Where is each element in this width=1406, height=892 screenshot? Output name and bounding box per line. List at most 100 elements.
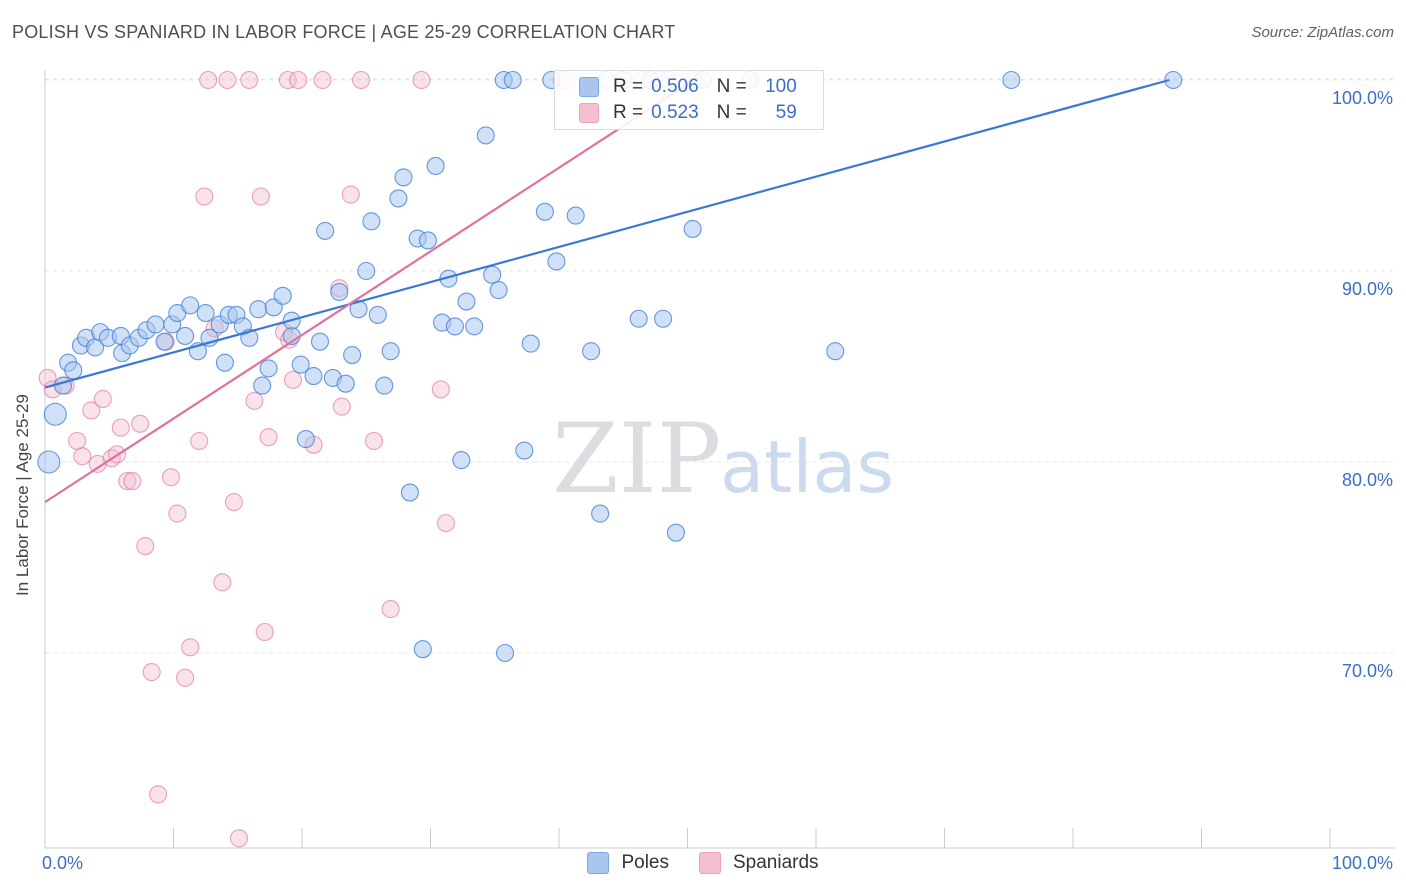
spaniards-point xyxy=(224,493,243,512)
spaniards-point xyxy=(68,431,87,451)
x-tick-label-max: 100.0% xyxy=(1332,853,1393,873)
y-tick-label: 70.0% xyxy=(1342,661,1393,681)
spaniards-point xyxy=(352,70,371,90)
poles-point xyxy=(547,252,566,271)
legend-item-poles[interactable]: Poles xyxy=(587,852,669,874)
poles-point xyxy=(400,483,419,502)
poles-point xyxy=(273,286,292,305)
poles-point xyxy=(146,315,165,334)
poles-point xyxy=(215,353,234,372)
spaniards-point xyxy=(341,185,360,204)
poles-swatch xyxy=(579,77,599,97)
poles-point xyxy=(389,189,408,208)
poles-point xyxy=(253,376,272,395)
poles-legend-swatch xyxy=(587,852,610,874)
spaniards-point xyxy=(381,600,400,619)
spaniards-point xyxy=(142,663,161,682)
tick-labels: 70.0% 80.0% 90.0% 100.0% 0.0% 100.0% xyxy=(42,88,1393,873)
poles-point xyxy=(418,231,437,250)
spaniards-point xyxy=(149,785,168,804)
poles-point xyxy=(445,317,464,336)
poles-point xyxy=(381,342,400,361)
poles-point xyxy=(368,305,387,324)
y-tick-label: 80.0% xyxy=(1342,470,1393,490)
spaniards-point xyxy=(111,418,130,437)
poles-point xyxy=(503,70,522,90)
poles-point xyxy=(629,309,648,328)
spaniards-point xyxy=(229,829,249,848)
spaniards-point xyxy=(168,504,187,523)
spaniards-point xyxy=(283,370,303,389)
poles-point xyxy=(666,523,685,542)
watermark-atlas: atlas xyxy=(720,425,894,509)
spaniards-r-value: 0.523 xyxy=(651,102,699,123)
poles-point xyxy=(394,168,413,187)
axes xyxy=(44,70,1395,849)
poles-point xyxy=(43,402,67,426)
poles-point xyxy=(259,359,278,378)
spaniards-point xyxy=(364,431,384,451)
poles-point xyxy=(426,156,445,175)
stats-legend: R = 0.506 N = 100 R = 0.523 N = 59 xyxy=(554,70,824,130)
poles-point xyxy=(465,317,484,336)
poles-point xyxy=(495,643,515,663)
spaniards-point xyxy=(436,514,455,533)
poles-point xyxy=(176,326,195,345)
poles-point xyxy=(489,281,508,300)
poles-point xyxy=(304,366,323,386)
poles-point xyxy=(330,282,349,302)
poles-point xyxy=(457,292,476,311)
spaniards-legend-label: Spaniards xyxy=(732,852,819,873)
poles-point xyxy=(310,332,330,351)
poles-point xyxy=(196,303,215,323)
poles-point xyxy=(476,126,495,145)
spaniards-point xyxy=(259,428,278,447)
legend-row-spaniards: R = 0.523 N = 59 xyxy=(579,101,797,125)
spaniards-point xyxy=(278,70,297,90)
legend-item-spaniards[interactable]: Spaniards xyxy=(698,852,819,874)
poles-point xyxy=(683,219,702,239)
poles-point xyxy=(1164,70,1183,90)
poles-point xyxy=(535,202,554,221)
spaniards-point xyxy=(218,70,237,90)
poles-point xyxy=(336,374,355,393)
poles-trend-line xyxy=(44,78,1170,389)
spaniards-point xyxy=(240,70,259,90)
poles-point xyxy=(37,450,61,474)
poles-point xyxy=(357,261,376,281)
spaniards-point xyxy=(161,468,180,487)
poles-point xyxy=(566,206,585,225)
spaniards-legend-swatch xyxy=(698,852,721,874)
spaniards-trend-line xyxy=(44,79,695,504)
spaniards-point xyxy=(199,70,218,90)
poles-point xyxy=(375,376,394,395)
spaniards-point xyxy=(123,472,142,491)
poles-point xyxy=(53,376,73,395)
poles-points xyxy=(37,70,1183,663)
spaniards-point xyxy=(176,668,195,687)
spaniards-swatch xyxy=(579,103,599,123)
poles-point xyxy=(483,265,502,284)
r-label: R = xyxy=(613,102,644,123)
poles-point xyxy=(826,342,845,361)
poles-point xyxy=(362,212,381,231)
y-axis-label: In Labor Force | Age 25-29 xyxy=(13,394,32,596)
poles-point xyxy=(296,430,315,449)
poles-point xyxy=(1002,70,1021,90)
r-label: R = xyxy=(613,76,644,97)
poles-point xyxy=(582,342,601,361)
y-tick-label: 90.0% xyxy=(1342,279,1393,299)
spaniards-point xyxy=(93,389,112,409)
y-tick-label: 100.0% xyxy=(1332,88,1393,108)
spaniards-point xyxy=(213,573,232,592)
poles-legend-label: Poles xyxy=(621,852,669,873)
poles-point xyxy=(591,504,610,523)
spaniards-point xyxy=(73,447,92,466)
spaniards-point xyxy=(195,187,214,206)
spaniards-point xyxy=(131,414,150,433)
series-legend: Poles Spaniards xyxy=(0,852,1406,874)
chart-title: POLISH VS SPANIARD IN LABOR FORCE | AGE … xyxy=(12,22,676,42)
n-label: N = xyxy=(716,76,747,97)
grid-lines xyxy=(45,78,1395,654)
spaniards-point xyxy=(412,70,431,90)
